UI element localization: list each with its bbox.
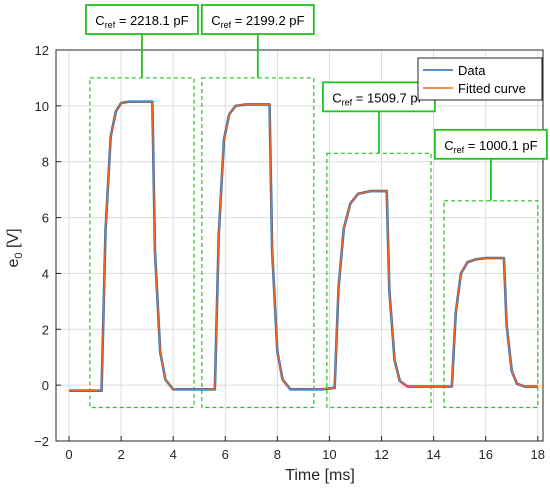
y-axis-label: e0 [V] — [5, 228, 25, 267]
annotation-label: Cref = 1000.1 pF — [444, 138, 537, 155]
annotation-label-box — [85, 4, 199, 35]
y-tick-label: 12 — [35, 43, 49, 58]
y-axis-label-sub: 0 — [13, 252, 25, 258]
annotation-label: Cref = 2218.1 pF — [95, 13, 188, 30]
y-tick-label: 6 — [42, 211, 49, 226]
x-tick-label: 14 — [426, 447, 440, 462]
legend-label: Data — [458, 63, 486, 78]
annotation-callouts: Cref = 2218.1 pF Cref = 2199.2 pF Cref = 1… — [85, 4, 548, 201]
y-axis-label-main: e — [5, 259, 22, 268]
annotation-label: Cref = 2199.2 pF — [211, 13, 304, 30]
plot-area — [69, 100, 538, 393]
annotation-box — [201, 77, 315, 409]
x-axis-label: Time [ms] — [285, 467, 355, 484]
axes-frame — [55, 49, 544, 442]
annotation-label: Cref = 1509.7 pF — [332, 90, 425, 107]
legend-label: Fitted curve — [458, 81, 526, 96]
tick-labels: 0 2 4 6 8 10 12 14 16 18 −2 0 2 4 6 8 10 12 — [34, 43, 545, 462]
annotation-box — [443, 200, 539, 409]
x-tick-label: 4 — [170, 447, 177, 462]
y-axis-label-unit: [V] — [5, 228, 22, 252]
x-tick-label: 12 — [374, 447, 388, 462]
annotation-label-box — [322, 81, 436, 113]
legend-box — [417, 57, 543, 101]
y-tick-label: 10 — [35, 99, 49, 114]
x-tick-label: 2 — [117, 447, 124, 462]
y-tick-label: −2 — [34, 434, 49, 449]
annotation-label-box — [434, 128, 548, 160]
y-tick-label: 0 — [42, 378, 49, 393]
legend: Data Fitted curve — [417, 57, 543, 101]
y-tick-label: 8 — [42, 155, 49, 170]
x-tick-label: 18 — [531, 447, 545, 462]
x-tick-label: 8 — [274, 447, 281, 462]
annotation-label-box — [200, 4, 315, 35]
x-tick-label: 16 — [478, 447, 492, 462]
fitted-curve-line — [69, 100, 538, 392]
x-tick-label: 6 — [222, 447, 229, 462]
x-tick-label: 0 — [65, 447, 72, 462]
x-tick-label: 10 — [322, 447, 336, 462]
y-tick-label: 4 — [42, 266, 49, 281]
y-tick-label: 2 — [42, 322, 49, 337]
